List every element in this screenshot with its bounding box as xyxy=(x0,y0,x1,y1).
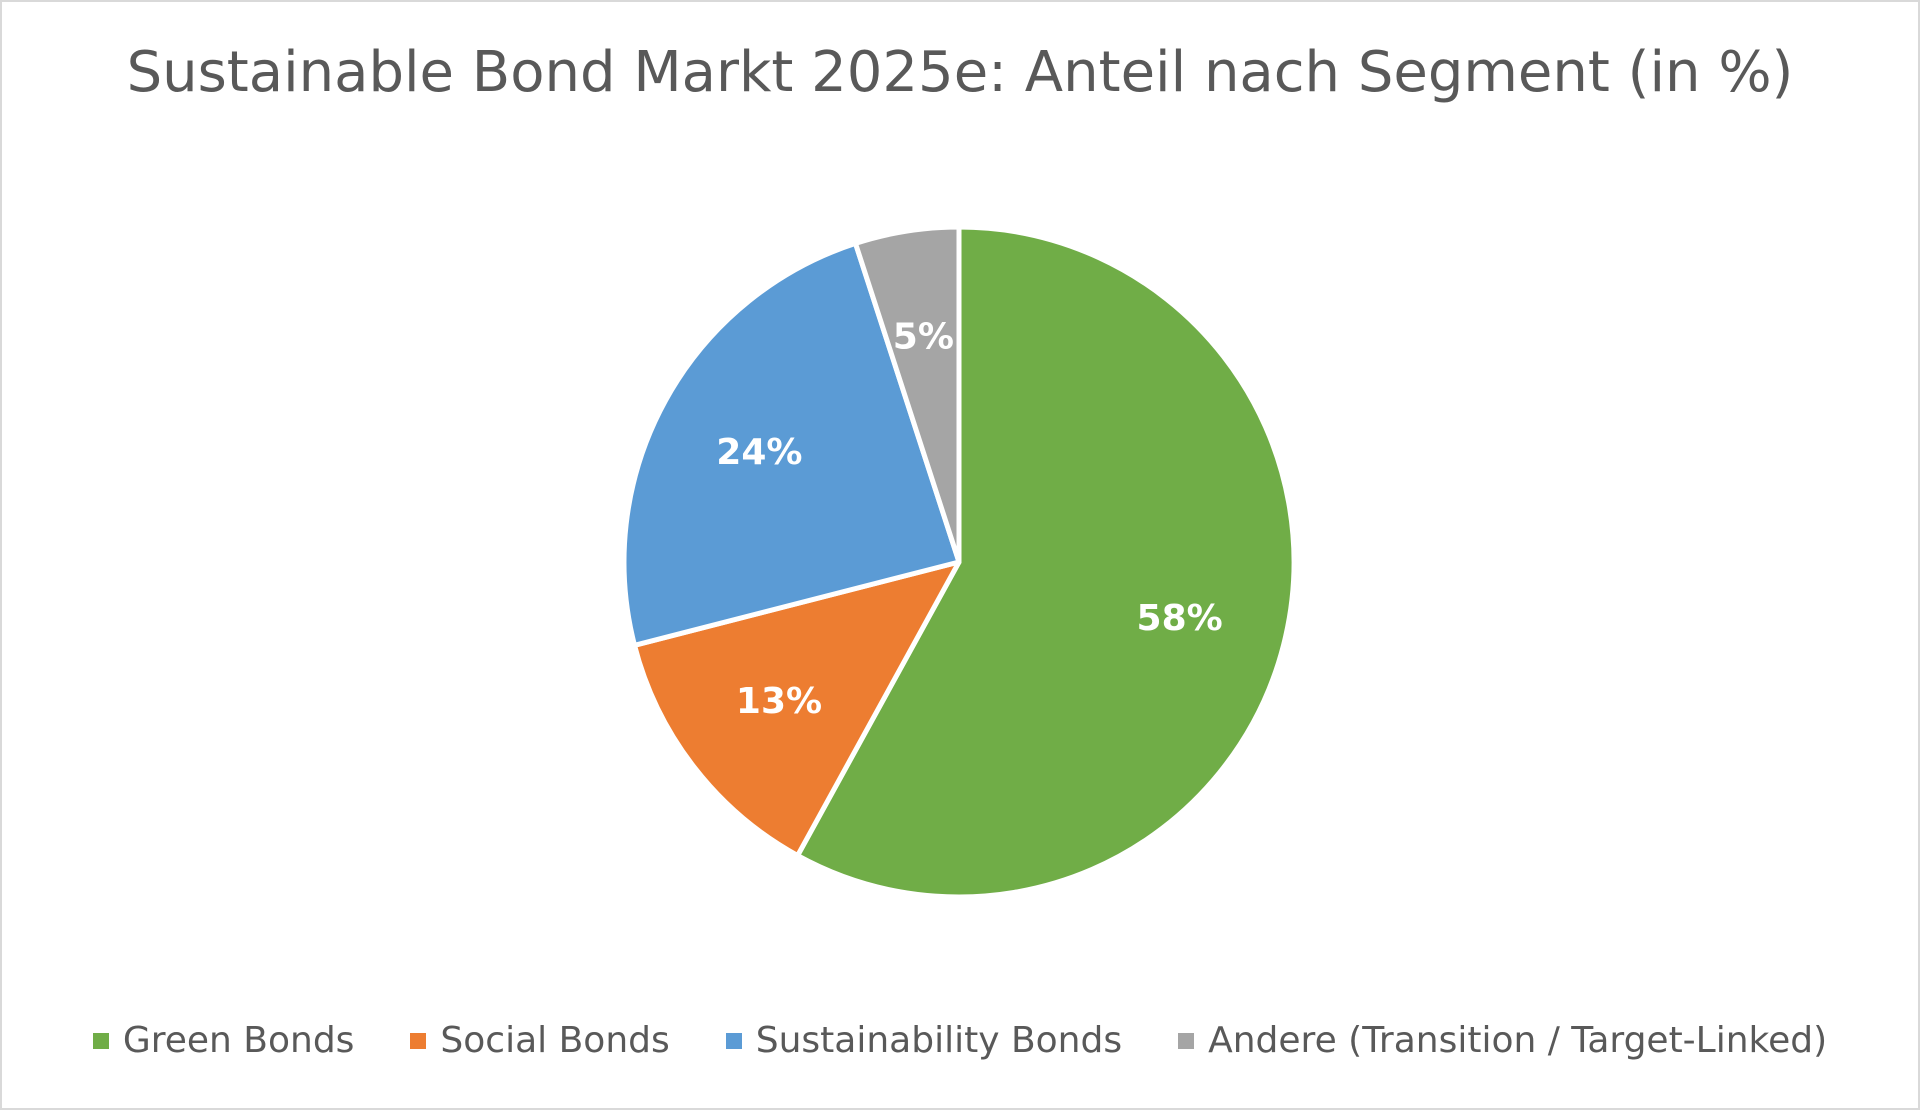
chart-title: Sustainable Bond Markt 2025e: Anteil nac… xyxy=(126,40,1794,105)
data-label: 13% xyxy=(736,681,822,722)
legend-label: Andere (Transition / Target-Linked) xyxy=(1208,1020,1828,1061)
legend-item: Sustainability Bonds xyxy=(725,1020,1123,1061)
pie-slice-sustainability-bonds xyxy=(621,240,962,648)
pie-slices xyxy=(621,224,1297,900)
data-label: 58% xyxy=(1137,598,1223,639)
data-label: 24% xyxy=(716,432,802,473)
legend-label: Green Bonds xyxy=(122,1020,355,1061)
legend-swatch xyxy=(1178,1032,1195,1049)
pie-slice-andere-transition-target-linked xyxy=(852,224,962,565)
legend: Green Bonds Social Bonds Sustainability Bo… xyxy=(0,1020,1920,1061)
legend-item: Social Bonds xyxy=(410,1020,670,1061)
pie-slice-social-bonds xyxy=(632,559,962,859)
legend-label: Social Bonds xyxy=(440,1020,670,1061)
legend-swatch xyxy=(410,1032,427,1049)
legend-item: Green Bonds xyxy=(92,1020,355,1061)
legend-swatch xyxy=(725,1032,742,1049)
legend-item: Andere (Transition / Target-Linked) xyxy=(1178,1020,1827,1061)
data-label: 5% xyxy=(893,317,954,358)
pie-slice-green-bonds xyxy=(795,224,1297,900)
pie-data-labels: 58% 13% 24% 5% xyxy=(716,317,1222,723)
legend-label: Sustainability Bonds xyxy=(755,1020,1123,1061)
legend-swatch xyxy=(92,1032,109,1049)
